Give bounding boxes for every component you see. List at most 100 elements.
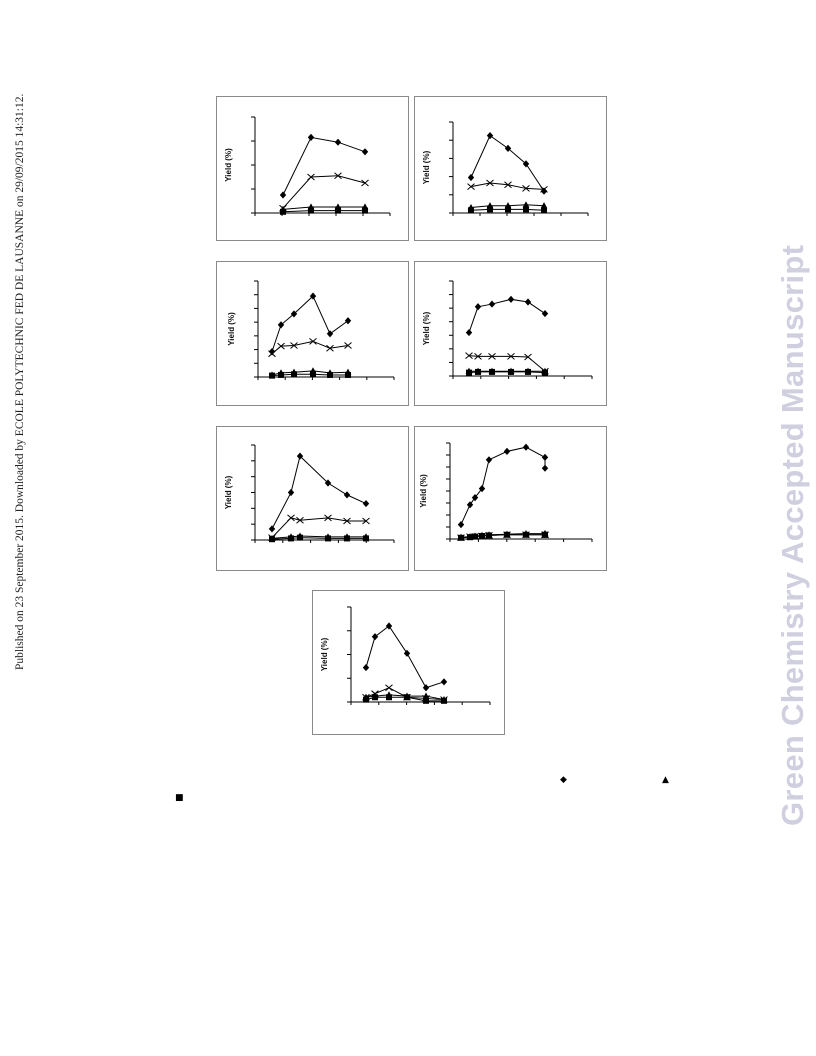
data-point-square: [363, 696, 369, 703]
data-point-cross: [307, 173, 315, 181]
data-point-square: [372, 694, 378, 701]
y-axis-label: Yield (%): [422, 150, 431, 184]
series-line-cross: [282, 175, 366, 209]
data-point-cross: [524, 353, 532, 361]
chart-svg: Yield (%): [419, 442, 593, 542]
data-point-square: [291, 371, 297, 378]
chart-svg: Yield (%): [422, 280, 593, 379]
data-point-cross: [343, 517, 351, 525]
data-point-diamond: [326, 330, 334, 338]
y-axis-label: Yield (%): [419, 474, 428, 508]
data-point-square: [542, 369, 548, 376]
data-point-square: [489, 368, 495, 375]
data-point-diamond: [540, 187, 548, 195]
data-point-square: [466, 369, 472, 376]
data-point-cross: [467, 183, 475, 190]
data-point-triangle: [540, 202, 548, 209]
series-square: [458, 531, 548, 541]
download-notice: Published on 23 September 2015. Download…: [14, 93, 26, 670]
data-point-square: [486, 532, 492, 539]
data-point-square: [269, 372, 275, 379]
data-point-diamond: [277, 321, 285, 329]
data-point-diamond: [488, 300, 496, 308]
data-point-cross: [277, 342, 285, 350]
chart-svg: Yield (%): [224, 116, 391, 216]
chart-panel-4: Yield (%): [414, 261, 607, 406]
chart-panel-2: Yield (%): [414, 96, 607, 241]
data-point-diamond: [287, 488, 295, 497]
chart-svg: Yield (%): [320, 606, 491, 705]
series-line-diamond: [460, 446, 546, 525]
data-point-square: [472, 533, 478, 540]
data-point-diamond: [440, 678, 448, 686]
series-line-cross: [271, 340, 349, 355]
data-point-diamond: [307, 133, 315, 141]
data-point-square: [441, 697, 447, 704]
data-point-diamond: [343, 491, 351, 499]
data-point-square: [280, 208, 286, 215]
data-point-cross: [522, 185, 530, 192]
data-point-diamond: [268, 525, 276, 533]
series-square: [363, 694, 447, 704]
legend-diamond-mark: ◆: [560, 775, 567, 785]
legend-triangle-mark: ▲: [662, 775, 669, 785]
data-point-diamond: [478, 485, 486, 493]
chart-panel-5: Yield (%): [216, 426, 409, 571]
data-point-diamond: [296, 452, 304, 460]
data-point-square: [458, 534, 464, 541]
data-point-diamond: [541, 453, 549, 461]
chart-svg: Yield (%): [224, 444, 395, 543]
data-point-cross: [296, 516, 304, 524]
data-point-square: [423, 697, 429, 704]
data-point-cross: [344, 342, 352, 349]
series-square: [269, 534, 369, 543]
data-point-diamond: [371, 633, 379, 641]
data-point-diamond: [334, 138, 342, 146]
series-square: [468, 206, 547, 214]
data-point-diamond: [279, 191, 287, 199]
data-point-diamond: [465, 328, 473, 337]
data-point-cross: [361, 179, 369, 187]
chart-panel-6: Yield (%): [414, 426, 607, 571]
series-line-square: [282, 210, 365, 213]
data-point-square: [468, 207, 474, 214]
data-point-cross: [504, 181, 512, 189]
data-point-square: [523, 531, 529, 538]
data-point-cross: [334, 172, 342, 180]
series-diamond: [465, 295, 549, 337]
data-point-square: [542, 531, 548, 538]
data-point-cross: [486, 179, 494, 187]
data-point-triangle: [422, 692, 430, 699]
series-line-diamond: [470, 134, 545, 192]
data-point-square: [345, 371, 351, 378]
data-point-square: [386, 694, 392, 701]
series-cross: [465, 352, 549, 375]
data-point-cross: [507, 352, 515, 360]
series-line-diamond: [468, 298, 546, 333]
data-point-square: [278, 371, 284, 378]
series-cross: [279, 172, 369, 212]
chart-panel-7: Yield (%): [312, 590, 505, 735]
chart-svg: Yield (%): [422, 121, 589, 216]
data-point-diamond: [486, 132, 494, 140]
series-line-diamond: [282, 136, 366, 196]
chart-panel-3: Yield (%): [216, 261, 409, 406]
data-point-square: [325, 535, 331, 542]
data-point-diamond: [467, 173, 475, 182]
data-point-square: [288, 535, 294, 542]
data-point-square: [504, 531, 510, 538]
data-point-diamond: [385, 622, 393, 630]
data-point-diamond: [362, 499, 370, 508]
data-point-cross: [474, 352, 482, 360]
series-line-triangle: [271, 535, 366, 539]
data-point-cross: [385, 684, 393, 692]
data-point-diamond: [522, 160, 530, 168]
data-point-diamond: [403, 649, 411, 657]
chart-panel-1: Yield (%): [216, 96, 409, 241]
data-point-diamond: [457, 521, 465, 529]
data-point-square: [335, 207, 341, 214]
data-point-square: [362, 207, 368, 214]
series-line-triangle: [282, 206, 365, 210]
data-point-square: [344, 535, 350, 542]
series-line-cross: [271, 517, 366, 538]
